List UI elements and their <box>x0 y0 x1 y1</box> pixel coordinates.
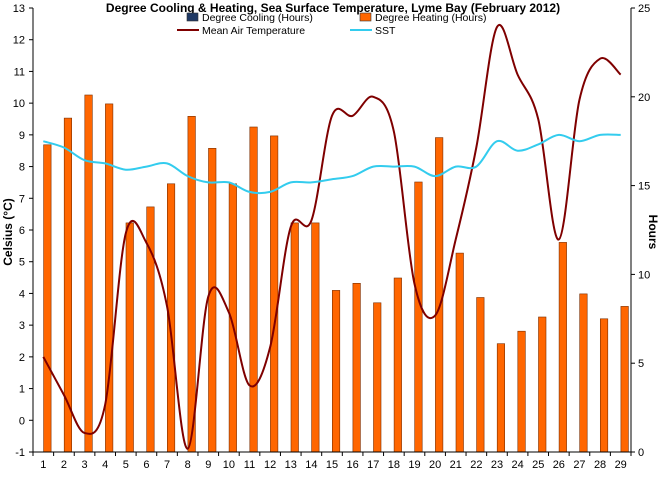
x-tick-label: 29 <box>615 459 627 471</box>
y2-tick-label: 5 <box>638 358 644 370</box>
bar-degree-heating-hours--5 <box>125 222 134 453</box>
bar-degree-heating-hours--16 <box>352 282 361 453</box>
x-tick-label: 19 <box>408 459 420 471</box>
x-tick-label: 26 <box>553 459 565 471</box>
bar-degree-heating-hours--12 <box>270 135 279 453</box>
bar-degree-heating-hours--8 <box>187 116 196 453</box>
bar-degree-heating-hours--19 <box>414 181 423 453</box>
x-tick-label: 9 <box>205 459 211 471</box>
legend-swatch-degree-heating-hours- <box>359 12 372 22</box>
line-sst <box>42 133 621 195</box>
bar-degree-heating-hours--22 <box>476 297 485 453</box>
y-tick-label: 12 <box>13 35 25 47</box>
x-tick-label: 7 <box>164 459 170 471</box>
x-tick-label: 28 <box>594 459 606 471</box>
x-tick-label: 20 <box>429 459 441 471</box>
bar-degree-heating-hours--9 <box>208 148 217 453</box>
legend-label-degree-heating-hours-: Degree Heating (Hours) <box>375 12 486 24</box>
x-tick-label: 13 <box>285 459 297 471</box>
y-tick-label: 11 <box>14 66 25 78</box>
bar-degree-heating-hours--15 <box>331 290 341 453</box>
x-tick-label: 21 <box>450 459 462 471</box>
bar-degree-heating-hours--26 <box>558 242 567 453</box>
bar-degree-heating-hours--29 <box>620 306 629 453</box>
x-tick-label: 25 <box>532 459 544 471</box>
y2-tick-label: 0 <box>638 447 644 459</box>
x-tick-label: 3 <box>81 459 87 471</box>
y2-tick-label: 25 <box>638 3 650 15</box>
y-tick-label: 9 <box>19 130 25 142</box>
chart-title: Degree Cooling & Heating, Sea Surface Te… <box>106 1 560 15</box>
legend: Degree Cooling (Hours) Degree Heating (Ho… <box>177 12 486 37</box>
bar-degree-heating-hours--3 <box>84 94 93 453</box>
legend-swatch-degree-cooling-hours- <box>186 12 199 22</box>
y-tick-label: 4 <box>19 288 25 300</box>
line-mean-air-temperature <box>42 23 622 450</box>
bar-degree-heating-hours--28 <box>599 318 609 453</box>
bar-degree-heating-hours--1 <box>43 144 52 453</box>
y-tick-label: 7 <box>19 193 25 205</box>
bar-degree-heating-hours--13 <box>290 222 299 453</box>
y-tick-label: 13 <box>13 3 25 15</box>
bar-degree-heating-hours--20 <box>435 137 444 453</box>
x-tick-label: 15 <box>326 459 338 471</box>
x-tick-label: 8 <box>185 459 191 471</box>
x-tick-label: 24 <box>511 459 523 471</box>
y2-tick-label: 20 <box>638 92 650 104</box>
bar-degree-heating-hours--18 <box>393 277 402 453</box>
y-tick-label: 10 <box>13 98 25 110</box>
bar-degree-heating-hours--27 <box>579 293 588 453</box>
y-tick-label: 6 <box>19 225 25 237</box>
x-tick-label: 4 <box>102 459 108 471</box>
x-tick-label: 17 <box>367 459 379 471</box>
x-tick-label: 14 <box>305 459 317 471</box>
bar-degree-heating-hours--14 <box>311 222 320 453</box>
y-tick-label: 2 <box>19 352 25 364</box>
bar-degree-heating-hours--24 <box>517 330 526 453</box>
y-tick-label: 8 <box>19 162 25 174</box>
x-tick-label: 5 <box>123 459 129 471</box>
bar-degree-heating-hours--23 <box>496 343 506 453</box>
bar-degree-heating-hours--25 <box>538 316 547 453</box>
legend-label-sst: SST <box>375 25 396 37</box>
legend-label-degree-cooling-hours-: Degree Cooling (Hours) <box>202 12 313 24</box>
x-tick-label: 16 <box>346 459 358 471</box>
x-tick-label: 27 <box>573 459 585 471</box>
y-tick-label: 1 <box>19 384 25 396</box>
y2-axis-title: Hours <box>646 215 660 250</box>
y-axis-title: Celsius (°C) <box>1 198 15 265</box>
x-tick-label: 6 <box>143 459 149 471</box>
x-tick-label: 12 <box>264 459 276 471</box>
y2-tick-label: 15 <box>638 181 650 193</box>
x-tick-label: 23 <box>491 459 503 471</box>
bar-degree-heating-hours--17 <box>373 302 382 453</box>
y-tick-label: 5 <box>19 257 25 269</box>
bar-degree-heating-hours--11 <box>249 126 258 453</box>
x-tick-label: 2 <box>61 459 67 471</box>
y2-tick-label: 10 <box>638 269 650 281</box>
x-tick-label: 11 <box>244 459 255 471</box>
y-tick-label: 0 <box>19 415 25 427</box>
y-tick-label: 3 <box>19 320 25 332</box>
y-tick-label: -1 <box>15 447 25 459</box>
bar-degree-heating-hours--21 <box>455 252 464 453</box>
x-tick-label: 1 <box>40 459 46 471</box>
x-tick-label: 10 <box>223 459 235 471</box>
x-tick-label: 18 <box>388 459 400 471</box>
legend-label-mean-air-temperature: Mean Air Temperature <box>202 25 305 37</box>
x-tick-label: 22 <box>470 459 482 471</box>
